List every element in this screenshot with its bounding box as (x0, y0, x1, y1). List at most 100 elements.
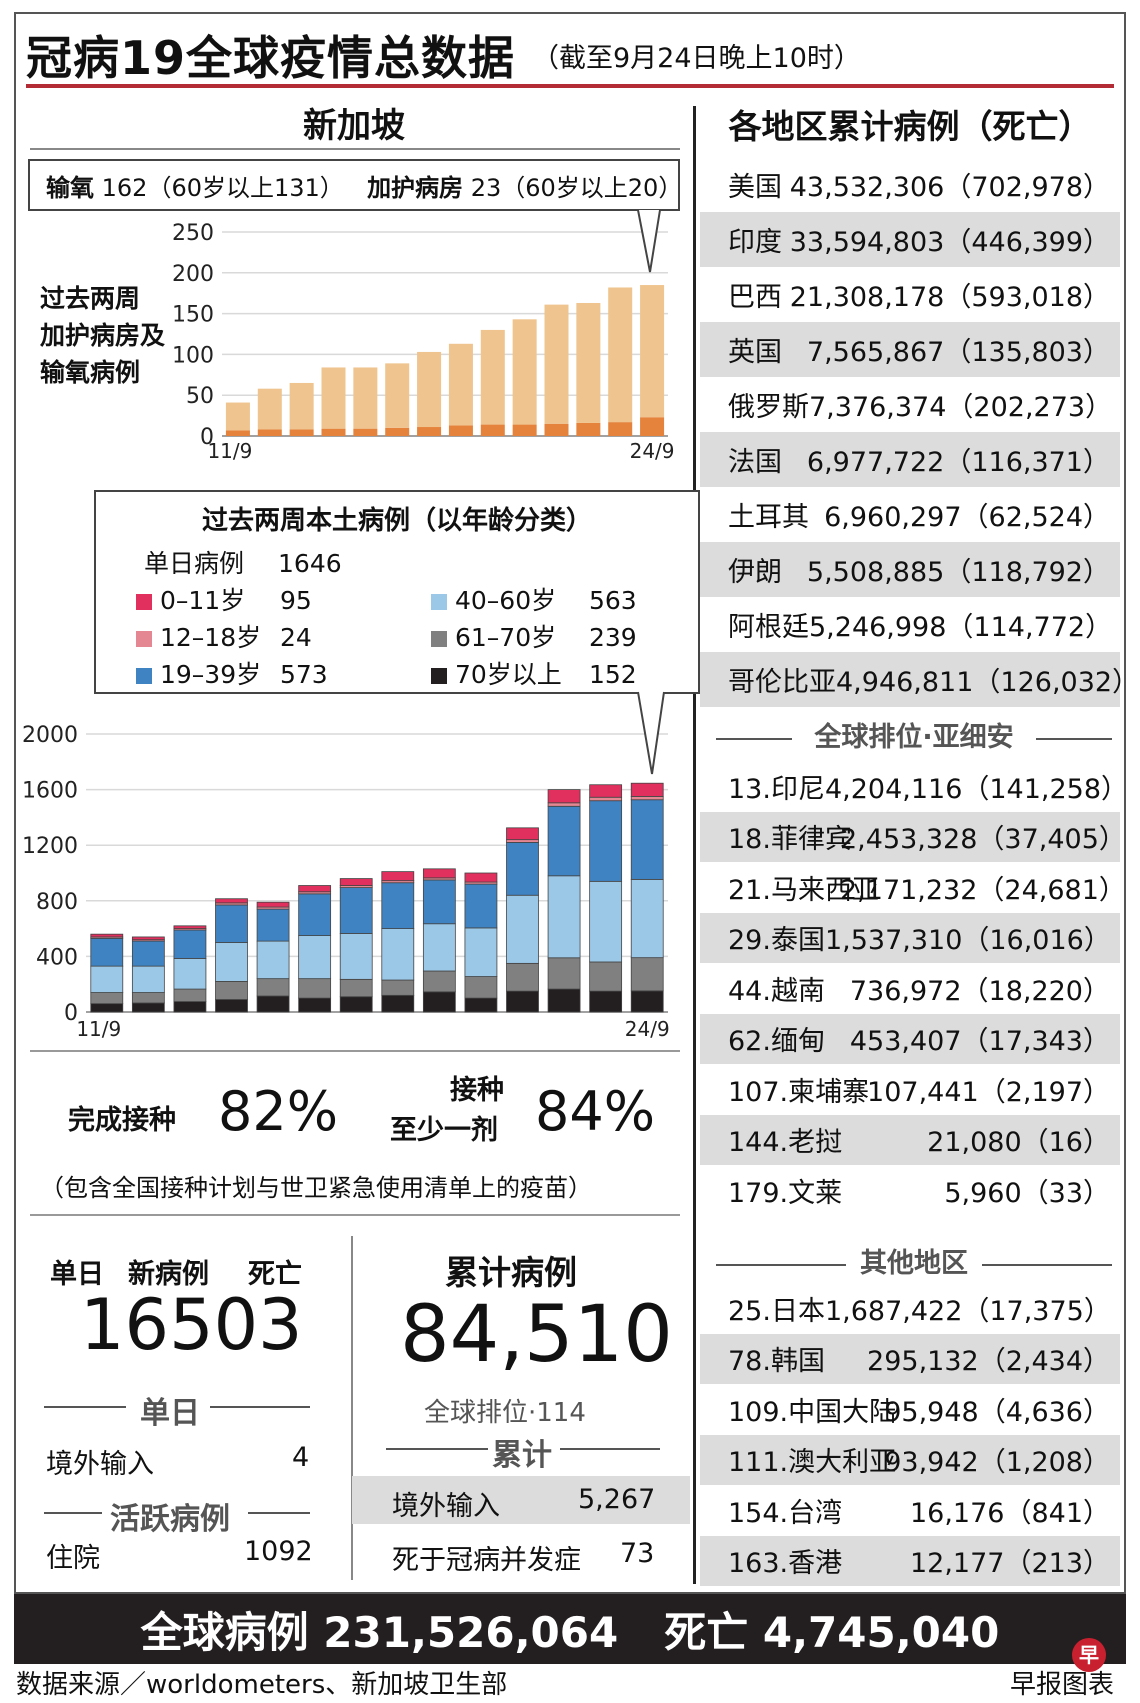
region-row: 哥伦比亚 4,946,811（126,032） (700, 652, 1139, 707)
vaccine-note: （包含全国接种计划与世卫紧急使用清单上的疫苗） (40, 1174, 592, 1202)
daily-sub-heading: 单日 (140, 1396, 200, 1431)
bar-segment (547, 875, 581, 959)
sub-rule (386, 1448, 488, 1450)
bar-segment (640, 285, 665, 418)
region-value: 453,407（17,343） (849, 1026, 1110, 1058)
callout-pointer (637, 209, 661, 273)
block-divider (351, 1236, 353, 1580)
age-row-61-70: 61–70岁 239 (431, 618, 637, 654)
bar-segment (422, 970, 456, 993)
region-row: 107.柬埔寨 107,441（2,197） (700, 1064, 1120, 1115)
bar-segment (448, 425, 473, 436)
region-name: 印度 (728, 227, 782, 258)
bar-segment (512, 319, 537, 425)
age-value: 563 (589, 586, 637, 615)
region-row: 21.马来西亚 2,171,232（24,681） (700, 862, 1126, 913)
bar-segment (298, 893, 332, 936)
bar-segment (215, 904, 248, 943)
divider-line (982, 1264, 1112, 1266)
region-value: 5,960（33） (944, 1177, 1110, 1209)
region-value: 21,308,178（593,018） (789, 282, 1110, 313)
asean-divider: 全球排位·亚细安 (716, 718, 1112, 758)
bar-segment (289, 382, 314, 430)
region-row: 18.菲律宾 2,453,328（37,405） (700, 811, 1126, 862)
bar-segment (506, 827, 539, 841)
bar-segment (576, 422, 601, 436)
bar-segment (173, 1001, 207, 1013)
bar-segment (506, 842, 539, 896)
sub-rule (248, 1512, 310, 1514)
age-swatch (431, 594, 447, 610)
region-value: 43,532,306（702,978） (789, 172, 1110, 203)
bar-segment (298, 885, 332, 893)
bar-segment (339, 933, 373, 980)
age-swatch (136, 594, 152, 610)
cumulative-imported-value: 5,267 (578, 1484, 656, 1515)
bar-segment (589, 800, 623, 882)
cumulative-sub-heading: 累计 (492, 1438, 552, 1473)
region-name: 62.缅甸 (728, 1026, 825, 1058)
y-tick-label: 2000 (22, 723, 78, 748)
bar-segment (215, 999, 248, 1013)
sub-rule (210, 1406, 310, 1408)
region-value: 1,687,422（17,375） (824, 1295, 1111, 1327)
region-value: 5,508,885（118,792） (806, 557, 1110, 588)
sub-rule (44, 1512, 102, 1514)
region-row: 俄罗斯 7,376,374（202,273） (700, 377, 1120, 432)
daily-label: 单日 (50, 1259, 104, 1290)
new-cases-value: 1650 (80, 1284, 259, 1366)
bar-segment (256, 901, 290, 908)
bar-segment (506, 894, 539, 964)
region-row: 13.印尼 4,204,116（141,258） (700, 761, 1128, 812)
global-deaths-label: 死亡 (664, 1607, 749, 1657)
bar-segment (381, 928, 415, 981)
age-label: 0–11岁 (160, 586, 246, 615)
bar-segment (608, 287, 633, 423)
divider-line (1036, 738, 1112, 740)
bar-segment (547, 988, 581, 1013)
x-tick-label: 24/9 (625, 1017, 670, 1041)
bar-segment (385, 427, 410, 436)
region-row: 144.老挝 21,080（16） (700, 1114, 1120, 1165)
x-tick-label: 24/9 (630, 439, 675, 463)
bar-segment (448, 343, 473, 426)
daily-deaths-label: 死亡 (248, 1259, 302, 1290)
region-row: 154.台湾 16,176（841） (700, 1485, 1120, 1536)
bar-segment (608, 422, 633, 436)
bar-segment (630, 782, 664, 797)
age-legend-title: 过去两周本土病例（以年龄分类） (201, 506, 592, 536)
bar-segment (422, 991, 456, 1013)
page-subtitle: （截至9月24日晚上10时） (532, 43, 861, 74)
y-tick-label: 400 (36, 945, 78, 970)
bar-segment (464, 976, 498, 999)
oxygen-label: 输氧 (46, 173, 94, 202)
bar-segment (256, 940, 290, 980)
cumulative-imported-row (352, 1476, 690, 1524)
bar-segment (589, 990, 623, 1013)
credit: 早报图表 (1010, 1670, 1115, 1700)
bar-segment (173, 958, 207, 990)
region-row: 163.香港 12,177（213） (700, 1535, 1120, 1586)
bar-segment (480, 329, 505, 425)
sub-rule (560, 1448, 660, 1450)
age-value: 239 (589, 623, 637, 652)
other-regions-list: 25.日本 1,687,422（17,375） 78.韩国 295,132（2,434… (700, 1283, 1120, 1586)
bar-segment (630, 990, 664, 1013)
bar-segment (215, 942, 248, 982)
column-divider (693, 106, 696, 1584)
vaccine-bottom-rule (30, 1214, 680, 1216)
hospitalised-label: 住院 (46, 1543, 100, 1574)
bar-segment (480, 424, 505, 436)
region-row: 英国 7,565,867（135,803） (700, 322, 1120, 377)
age-value: 152 (589, 660, 637, 689)
region-name: 美国 (728, 172, 782, 203)
region-name: 21.马来西亚 (728, 874, 879, 906)
bar-segment (544, 423, 569, 436)
hospitalised-value: 1092 (244, 1536, 313, 1567)
region-row: 印度 33,594,803（446,399） (700, 212, 1120, 267)
outer-frame (14, 12, 1126, 1594)
y-tick-label: 100 (172, 343, 214, 368)
region-name: 44.越南 (728, 975, 825, 1007)
age-value: 573 (280, 660, 328, 689)
bar-segment (353, 428, 378, 436)
